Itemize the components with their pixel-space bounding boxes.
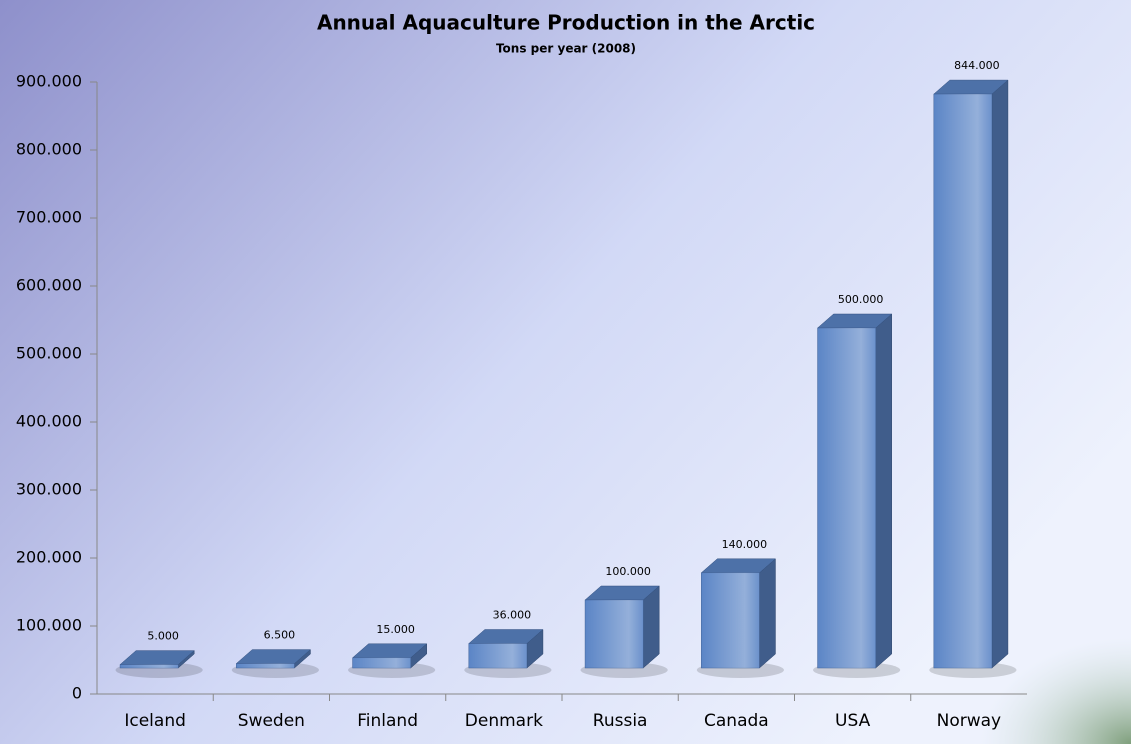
y-tick-label: 0	[72, 684, 82, 703]
chart-title: Annual Aquaculture Production in the Arc…	[317, 11, 815, 35]
x-tick-label: Denmark	[465, 711, 543, 731]
x-tick-label: Iceland	[124, 711, 186, 731]
y-tick-label: 200.000	[16, 548, 82, 567]
bar-side	[991, 79, 1009, 669]
bar-side	[759, 558, 776, 669]
x-tick-label: Sweden	[238, 711, 305, 731]
value-label: 100.000	[605, 565, 651, 578]
y-tick-label: 800.000	[16, 140, 82, 159]
y-tick-label: 100.000	[16, 616, 82, 635]
y-tick-label: 500.000	[16, 344, 82, 363]
x-tick-label: Finland	[357, 711, 418, 731]
bar-shine	[817, 328, 876, 668]
y-tick-label: 400.000	[16, 412, 82, 431]
x-tick-label: USA	[835, 711, 871, 731]
value-label: 140.000	[722, 538, 768, 551]
bar-shine	[236, 663, 295, 668]
y-tick-label: 700.000	[16, 208, 82, 227]
value-label: 844.000	[954, 59, 1000, 72]
value-label: 5.000	[147, 630, 179, 643]
bar-shine	[701, 572, 760, 668]
bar-side	[642, 585, 660, 669]
y-tick-label: 900.000	[16, 72, 82, 91]
bar-shine	[468, 643, 527, 668]
value-label: 500.000	[838, 293, 884, 306]
x-tick-label: Russia	[593, 711, 648, 731]
bar-shine	[933, 94, 992, 668]
bar-shine	[120, 664, 179, 668]
bar-side	[875, 313, 892, 669]
x-tick-label: Canada	[704, 711, 769, 731]
value-label: 36.000	[493, 609, 532, 622]
chart-subtitle: Tons per year (2008)	[496, 42, 636, 56]
y-tick-label: 300.000	[16, 480, 82, 499]
x-tick-label: Norway	[937, 711, 1002, 731]
value-label: 15.000	[376, 623, 415, 636]
bar-shine	[352, 657, 411, 668]
value-label: 6.500	[264, 629, 296, 642]
y-tick-label: 600.000	[16, 276, 82, 295]
bar-shine	[585, 600, 644, 668]
